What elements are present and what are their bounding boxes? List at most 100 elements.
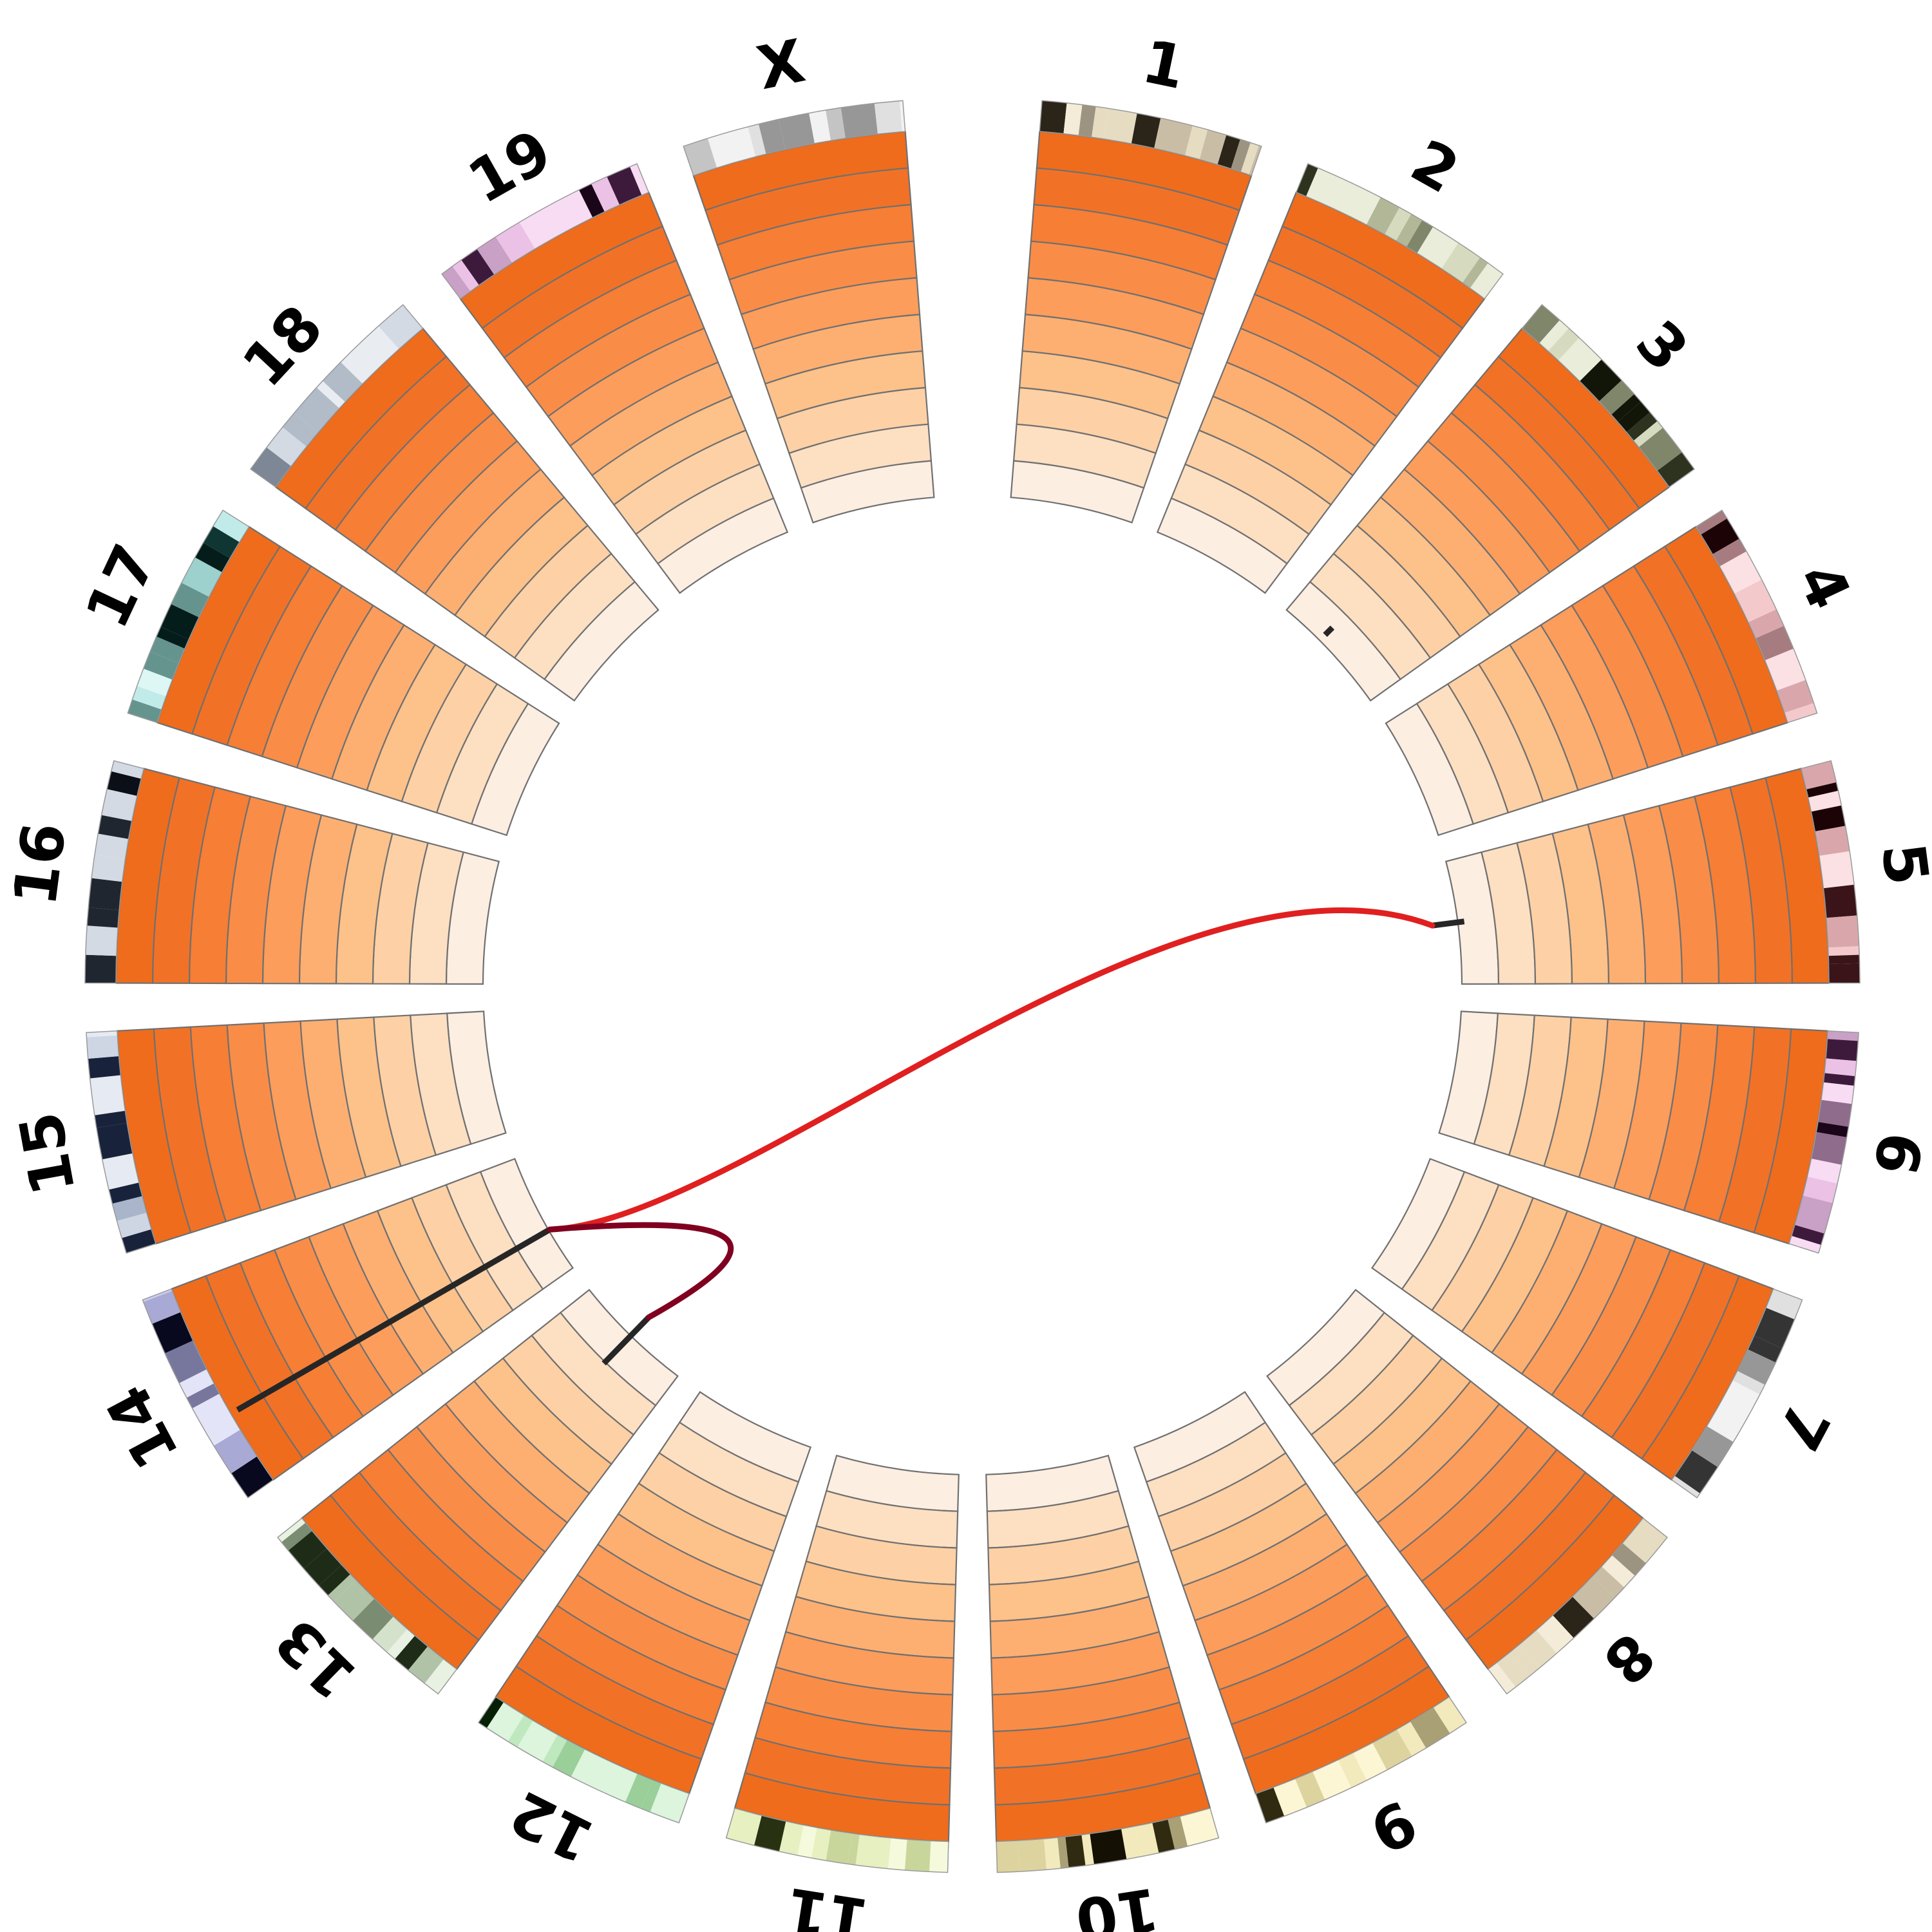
- ideogram-band: [1828, 946, 1860, 956]
- ideogram-chr10: [996, 1807, 1220, 1873]
- ideogram-band: [1240, 142, 1259, 175]
- ideogram-band: [1827, 1030, 1859, 1041]
- ideogram-band: [1823, 884, 1857, 918]
- ideogram-band: [101, 789, 137, 821]
- ideogram-chr18: [250, 304, 424, 488]
- ideogram-band: [1789, 1236, 1821, 1253]
- ideogram-band: [1548, 328, 1580, 361]
- ideogram-band: [1372, 1729, 1412, 1770]
- ideogram-band: [88, 878, 122, 911]
- chromosome-label-chrX: X: [752, 26, 810, 103]
- ideogram-band: [899, 100, 905, 132]
- ideogram-band: [1352, 1743, 1387, 1781]
- ideogram-chr3: [1521, 304, 1695, 488]
- ideogram-band: [1579, 359, 1622, 402]
- ideogram-band: [1063, 102, 1083, 136]
- ideogram-outline: [277, 1517, 458, 1695]
- ideogram-band: [1593, 1566, 1625, 1598]
- ideogram-band: [1296, 164, 1318, 197]
- ideogram-band: [90, 1075, 122, 1086]
- ideogram-outline: [142, 1288, 274, 1499]
- ideogram-band: [1488, 1662, 1516, 1694]
- ideogram-band: [1536, 1615, 1574, 1654]
- ideogram-band: [650, 1783, 690, 1823]
- ideogram-band: [128, 699, 162, 723]
- ideogram-band: [1553, 1596, 1595, 1638]
- ideogram-band: [1696, 510, 1727, 535]
- ideogram-band: [729, 126, 756, 162]
- ideogram-band: [316, 381, 346, 409]
- ideogram-band: [517, 1720, 558, 1762]
- ideogram-band: [1462, 257, 1488, 289]
- ideogram-band: [266, 427, 307, 466]
- ideogram-band: [1104, 108, 1137, 144]
- ideogram-band: [328, 1574, 356, 1602]
- ideogram-band: [205, 1415, 240, 1446]
- chromosome-label-chr7: 7: [1763, 1392, 1843, 1461]
- ideogram-band: [107, 771, 142, 796]
- ideogram-band: [1712, 538, 1747, 567]
- ideogram-band: [352, 1598, 393, 1640]
- ideogram-band: [728, 1808, 762, 1846]
- ideogram-band: [1815, 826, 1850, 856]
- ideogram-band: [1184, 126, 1208, 160]
- ideogram-chr16: [84, 760, 145, 984]
- ideogram-outline: [250, 304, 424, 488]
- ideogram-band: [90, 1083, 126, 1115]
- ideogram-band: [542, 200, 573, 236]
- ideogram-band: [1558, 337, 1592, 372]
- ideogram-band: [605, 1765, 638, 1803]
- ideogram-band: [132, 686, 166, 710]
- ideogram-band: [1470, 263, 1503, 299]
- ideogram-band: [826, 108, 846, 141]
- highlight-mark-chr14: [236, 1227, 551, 1413]
- ideogram-band: [1078, 104, 1096, 137]
- ideogram-band: [1819, 851, 1855, 889]
- ideogram-outline: [1295, 163, 1504, 299]
- ideogram-band: [150, 636, 185, 663]
- ideogram-band: [1732, 1370, 1765, 1395]
- ideogram-band: [288, 1531, 327, 1569]
- heatmap-segment-chr12: [495, 1390, 812, 1795]
- ideogram-band: [1828, 954, 1860, 964]
- ideogram-band: [1828, 963, 1860, 983]
- ideogram-chr15: [86, 1030, 156, 1254]
- ideogram-band: [1131, 113, 1161, 149]
- ideogram-band: [1811, 805, 1846, 831]
- heatmap-segment-chr18: [274, 327, 659, 702]
- heatmap-segment-chr5: [1444, 768, 1830, 985]
- ideogram-chr5: [1800, 760, 1861, 984]
- ideogram-band: [779, 1821, 804, 1855]
- ideogram-band: [1294, 1771, 1325, 1808]
- ideogram-outline: [996, 1807, 1220, 1873]
- chromosome-label-chr6: 6: [1860, 1127, 1932, 1180]
- chromosome-label-chr12: 12: [500, 1777, 604, 1875]
- ideogram-band: [840, 103, 878, 138]
- heatmap-segment-chr19: [459, 191, 789, 594]
- ideogram-chr17: [127, 509, 250, 724]
- ideogram-band: [1312, 1759, 1352, 1800]
- ideogram-outline: [86, 1030, 156, 1254]
- ideogram-band: [282, 412, 318, 447]
- ideogram-band: [87, 907, 120, 928]
- heatmap-segment-chrX: [692, 130, 935, 524]
- ideogram-band: [1081, 1833, 1094, 1866]
- ideogram-band: [625, 1773, 653, 1809]
- ideogram-outline: [127, 509, 250, 724]
- chromosome-label-chr17: 17: [72, 535, 169, 638]
- ideogram-band: [1626, 412, 1658, 441]
- ideogram-band: [1510, 1643, 1540, 1677]
- ideogram-band: [1366, 197, 1400, 235]
- ideogram-band: [1727, 1380, 1760, 1406]
- ideogram-band: [486, 1702, 524, 1742]
- ideogram-band: [1497, 1652, 1530, 1687]
- ideogram-band: [96, 1122, 133, 1160]
- ideogram-band: [1306, 167, 1343, 207]
- link-chr14-chr13: [547, 1222, 734, 1320]
- ideogram-band: [452, 260, 479, 292]
- ideogram-band: [1811, 1132, 1847, 1165]
- ideogram-band: [363, 326, 399, 363]
- ideogram-band: [1823, 1073, 1855, 1086]
- heatmap-segment-chr2: [1156, 191, 1486, 594]
- heatmap-segment-chr3: [1285, 327, 1671, 702]
